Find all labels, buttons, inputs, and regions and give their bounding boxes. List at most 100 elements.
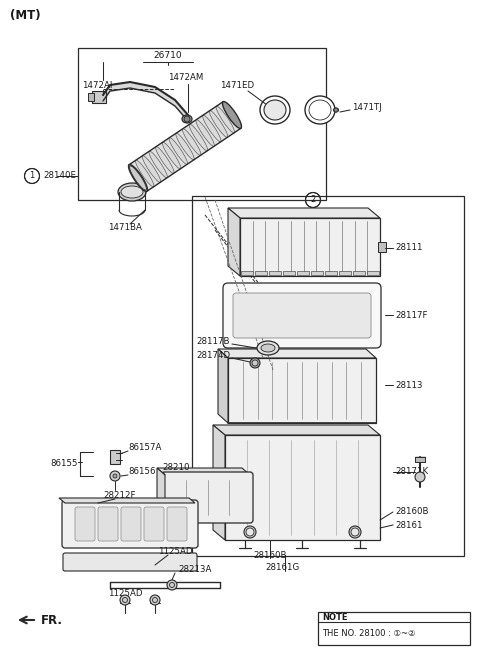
Text: 28111: 28111 xyxy=(395,243,422,252)
Ellipse shape xyxy=(118,183,146,201)
Polygon shape xyxy=(157,468,250,475)
Text: 28213A: 28213A xyxy=(178,565,211,574)
Circle shape xyxy=(24,168,39,183)
FancyBboxPatch shape xyxy=(162,472,253,523)
Ellipse shape xyxy=(257,341,279,355)
Circle shape xyxy=(120,595,130,605)
Bar xyxy=(110,450,120,464)
Polygon shape xyxy=(157,468,165,520)
Bar xyxy=(325,271,337,275)
FancyBboxPatch shape xyxy=(167,507,187,541)
Polygon shape xyxy=(59,498,195,503)
Ellipse shape xyxy=(305,96,335,124)
Circle shape xyxy=(351,528,359,536)
Bar xyxy=(339,271,351,275)
Ellipse shape xyxy=(121,186,143,198)
Text: (MT): (MT) xyxy=(10,10,41,23)
Text: 1471ED: 1471ED xyxy=(220,80,254,89)
Ellipse shape xyxy=(189,124,208,151)
Bar xyxy=(192,196,464,556)
FancyBboxPatch shape xyxy=(98,507,118,541)
Text: 28117B: 28117B xyxy=(196,338,229,346)
Text: 1472AI: 1472AI xyxy=(82,80,112,89)
Polygon shape xyxy=(228,208,380,218)
Ellipse shape xyxy=(162,142,181,169)
Ellipse shape xyxy=(261,344,275,352)
Bar xyxy=(318,612,470,645)
Text: 28212F: 28212F xyxy=(103,492,135,501)
Bar xyxy=(283,271,295,275)
Circle shape xyxy=(252,360,258,366)
Text: 26710: 26710 xyxy=(154,52,182,61)
Ellipse shape xyxy=(130,166,146,190)
Text: 28171K: 28171K xyxy=(395,467,428,477)
Ellipse shape xyxy=(216,106,235,133)
FancyBboxPatch shape xyxy=(144,507,164,541)
Polygon shape xyxy=(129,102,241,191)
Circle shape xyxy=(246,528,254,536)
Text: 28174D: 28174D xyxy=(196,351,230,361)
Text: 1471BA: 1471BA xyxy=(108,224,142,233)
Ellipse shape xyxy=(203,115,221,142)
Ellipse shape xyxy=(182,128,201,155)
Text: 86157A: 86157A xyxy=(128,443,161,451)
Bar xyxy=(367,271,379,275)
Text: 28113: 28113 xyxy=(395,381,422,389)
Polygon shape xyxy=(218,349,228,423)
Circle shape xyxy=(415,472,425,482)
Text: 28117F: 28117F xyxy=(395,310,428,319)
Circle shape xyxy=(113,474,117,478)
Text: 1: 1 xyxy=(29,171,35,181)
Ellipse shape xyxy=(334,108,338,112)
Polygon shape xyxy=(218,349,376,358)
Text: NOTE: NOTE xyxy=(322,614,348,623)
Circle shape xyxy=(250,358,260,368)
Ellipse shape xyxy=(223,102,241,128)
Text: 1125AD: 1125AD xyxy=(158,548,192,557)
Text: 86155: 86155 xyxy=(50,460,77,469)
Bar xyxy=(255,271,267,275)
Text: 86156: 86156 xyxy=(128,467,156,477)
Text: 28160B: 28160B xyxy=(253,550,287,559)
Ellipse shape xyxy=(129,164,147,192)
FancyBboxPatch shape xyxy=(63,553,197,571)
Circle shape xyxy=(305,192,321,207)
Ellipse shape xyxy=(169,138,188,164)
FancyBboxPatch shape xyxy=(62,500,198,548)
Text: 28140E: 28140E xyxy=(43,171,76,181)
Circle shape xyxy=(184,116,190,122)
Polygon shape xyxy=(213,425,225,540)
Circle shape xyxy=(150,595,160,605)
Ellipse shape xyxy=(260,96,290,124)
Bar xyxy=(241,271,253,275)
Text: 1472AM: 1472AM xyxy=(168,74,204,83)
Bar xyxy=(378,242,386,252)
Polygon shape xyxy=(228,208,240,276)
Text: 2: 2 xyxy=(311,196,316,205)
Text: 28161: 28161 xyxy=(395,520,422,529)
FancyBboxPatch shape xyxy=(223,283,381,348)
Ellipse shape xyxy=(196,119,215,147)
Bar xyxy=(92,91,106,103)
Ellipse shape xyxy=(135,160,154,187)
Circle shape xyxy=(167,580,177,590)
Ellipse shape xyxy=(223,102,241,128)
Polygon shape xyxy=(213,425,380,435)
FancyBboxPatch shape xyxy=(233,293,371,338)
Ellipse shape xyxy=(182,115,192,123)
Text: 28160B: 28160B xyxy=(395,507,429,516)
Bar xyxy=(240,218,380,276)
Text: 28210: 28210 xyxy=(162,464,190,473)
Ellipse shape xyxy=(142,156,161,183)
Bar xyxy=(78,48,326,200)
Circle shape xyxy=(334,108,338,112)
Bar xyxy=(228,358,376,423)
Text: 1471TJ: 1471TJ xyxy=(352,104,382,113)
Bar xyxy=(88,93,94,101)
Ellipse shape xyxy=(209,111,228,138)
Ellipse shape xyxy=(156,147,174,173)
Ellipse shape xyxy=(264,100,286,120)
Bar xyxy=(353,271,365,275)
Bar xyxy=(297,271,309,275)
Text: 1125AD: 1125AD xyxy=(108,589,143,599)
